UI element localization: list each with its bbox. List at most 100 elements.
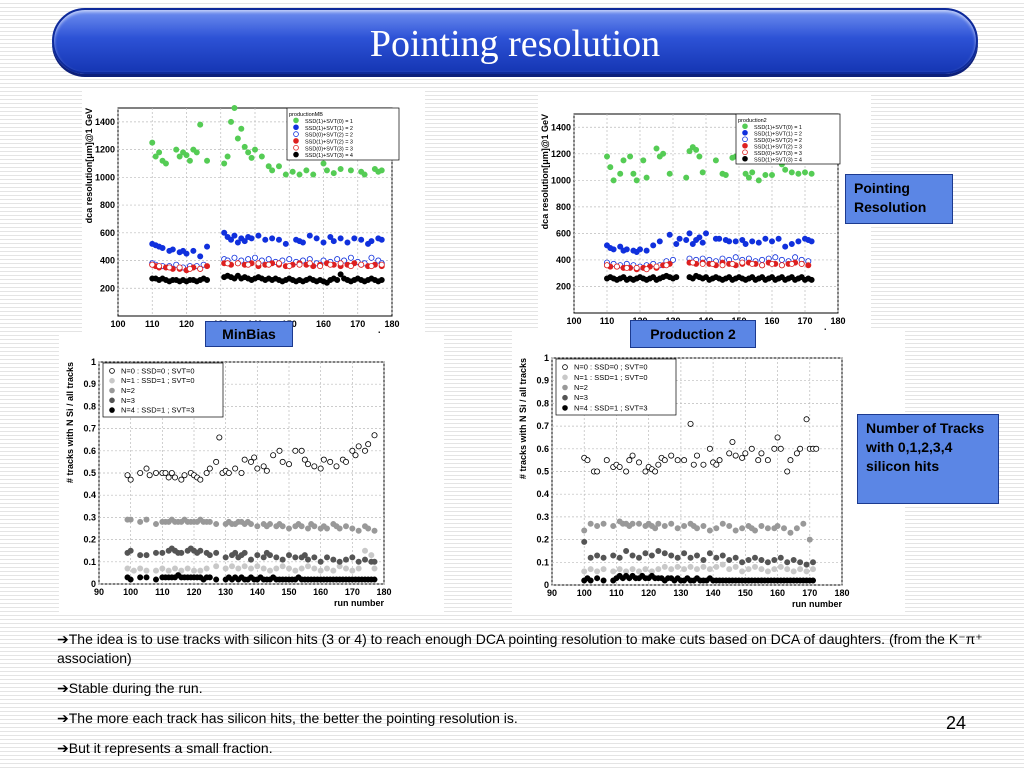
- data-point: [623, 468, 630, 475]
- data-point: [652, 525, 659, 532]
- data-point: [241, 456, 248, 463]
- x-axis-title: run number: [792, 599, 842, 609]
- data-point: [234, 239, 241, 246]
- data-point: [686, 230, 693, 237]
- data-point: [349, 567, 356, 574]
- y-tick-label: 0.2: [536, 535, 549, 545]
- data-point: [797, 445, 804, 452]
- y-tick-label: 0.9: [83, 379, 96, 389]
- data-point: [687, 563, 694, 570]
- data-point: [213, 563, 220, 570]
- data-point: [222, 554, 229, 561]
- data-point: [247, 565, 254, 572]
- data-point: [587, 577, 594, 584]
- data-point: [653, 145, 660, 152]
- y-tick-label: 0.3: [83, 512, 96, 522]
- data-point: [607, 164, 614, 171]
- data-point: [604, 153, 611, 160]
- data-point: [813, 445, 820, 452]
- y-tick-label: 0.5: [83, 468, 96, 478]
- data-point: [254, 563, 261, 570]
- data-point: [204, 243, 211, 250]
- data-point: [771, 557, 778, 564]
- data-point: [228, 118, 235, 125]
- x-tick-label: 130: [218, 587, 233, 597]
- data-point: [165, 567, 172, 574]
- data-point: [626, 457, 633, 464]
- y-tick-label: 0.9: [536, 376, 549, 386]
- data-point: [629, 520, 636, 527]
- data-point: [673, 241, 680, 248]
- bullet-text: The idea is to use tracks with silicon h…: [57, 631, 983, 666]
- data-point: [304, 525, 311, 532]
- data-point: [247, 458, 254, 465]
- data-point: [616, 554, 623, 561]
- data-point: [706, 527, 713, 534]
- data-point: [153, 469, 160, 476]
- y-tick-label: 0.1: [83, 557, 96, 567]
- legend-entry: SSD(1)+SVT(0) = 1: [305, 119, 353, 125]
- data-point: [251, 454, 258, 461]
- data-point: [213, 521, 220, 528]
- data-point: [787, 457, 794, 464]
- arrow-icon: ➔: [57, 631, 69, 647]
- data-point: [774, 434, 781, 441]
- x-tick-label: 140: [706, 588, 721, 598]
- y-axis-title: dca resolution[μm]@1 GeV: [84, 108, 94, 223]
- arrow-icon: ➔: [57, 740, 69, 756]
- data-point: [660, 150, 667, 157]
- legend-marker: [109, 377, 115, 384]
- data-point: [745, 174, 752, 181]
- data-point: [231, 254, 238, 261]
- legend-entry: N=0 : SSD=0 ; SVT=0: [121, 366, 195, 375]
- data-point: [732, 563, 739, 570]
- data-point: [320, 160, 327, 167]
- data-point: [617, 170, 624, 177]
- data-point: [299, 239, 306, 246]
- data-point: [197, 265, 204, 272]
- data-point: [797, 566, 804, 573]
- x-tick-label: 110: [609, 588, 624, 598]
- data-point: [232, 465, 239, 472]
- y-tick-label: 1: [544, 353, 549, 363]
- x-tick-label: 130: [673, 588, 688, 598]
- data-point: [768, 238, 775, 245]
- data-point: [809, 559, 816, 566]
- data-point: [251, 146, 258, 153]
- data-point: [623, 264, 630, 271]
- data-point: [693, 566, 700, 573]
- data-point: [238, 469, 245, 476]
- data-point: [792, 254, 799, 261]
- data-point: [355, 443, 362, 450]
- data-point: [655, 520, 662, 527]
- data-point: [355, 527, 362, 534]
- x-tick-label: 120: [179, 319, 194, 329]
- data-point: [777, 445, 784, 452]
- data-point: [206, 465, 213, 472]
- data-point: [758, 450, 765, 457]
- data-point: [610, 522, 617, 529]
- data-point: [808, 238, 815, 245]
- x-tick-label: 180: [376, 587, 391, 597]
- data-point: [231, 232, 238, 239]
- data-point: [197, 253, 204, 260]
- data-point: [342, 556, 349, 563]
- data-point: [269, 167, 276, 174]
- data-point: [137, 565, 144, 572]
- legend-entry: SSD(1)+SVT(0) = 1: [754, 125, 802, 131]
- data-point: [197, 121, 204, 128]
- data-point: [712, 157, 719, 164]
- data-point: [241, 549, 248, 556]
- data-point: [186, 265, 193, 272]
- data-point: [349, 554, 356, 561]
- data-point: [587, 566, 594, 573]
- plot-minbias-dca: 1001101201301401501601701802004006008001…: [82, 88, 425, 333]
- data-point: [204, 276, 211, 283]
- data-point: [320, 239, 327, 246]
- data-point: [745, 566, 752, 573]
- data-point: [749, 260, 756, 267]
- data-point: [197, 567, 204, 574]
- data-point: [337, 235, 344, 242]
- data-point: [681, 550, 688, 557]
- data-point: [352, 452, 359, 459]
